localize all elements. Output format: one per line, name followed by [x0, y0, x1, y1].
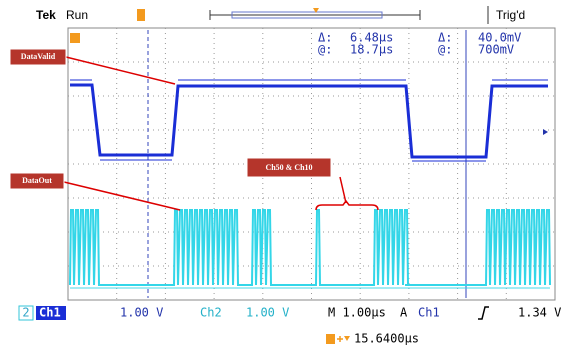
run-status: Run [66, 8, 88, 22]
brand: Tek [36, 8, 56, 22]
ch1-scale: 1.00 V [120, 306, 163, 320]
trigger-status: Trig'd [496, 8, 525, 22]
ch1-label: Ch1 [39, 306, 61, 320]
data-valid-label: DataValid [21, 52, 56, 61]
ch2-marker: 2 [22, 306, 29, 320]
ch2-scale: 1.00 V [246, 306, 289, 320]
position-icon [326, 334, 335, 344]
data-out-label: DataOut [22, 176, 52, 185]
trigger-source: Ch1 [418, 306, 440, 320]
readout-value: 18.7µs [350, 43, 393, 57]
readout-label: @: [438, 43, 452, 57]
horizontal-position: 15.6400µs [354, 332, 419, 346]
trigger-level: 1.34 V [518, 306, 561, 320]
readout-label: @: [318, 43, 332, 57]
scope-screen: Tek Run Trig'd Δ: 6.48µs @: 18.7µs Δ: 40… [0, 0, 561, 351]
ch2-label: Ch2 [200, 306, 222, 320]
trigger-marker-t [70, 33, 80, 43]
channels-label: Ch50 & Ch10 [265, 163, 312, 172]
readout-value: 700mV [478, 43, 514, 57]
trigger-pos-marker [137, 9, 145, 21]
acq-mode: A [400, 306, 408, 320]
timebase: M 1.00µs [328, 306, 386, 320]
